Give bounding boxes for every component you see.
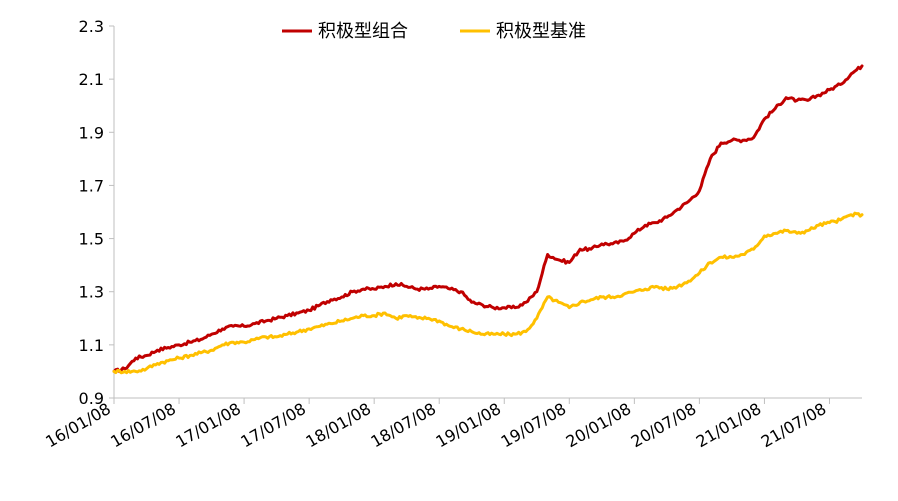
x-tick-label: 21/01/08 (693, 399, 765, 451)
legend-label-1: 积极型基准 (496, 21, 586, 42)
legend-label-0: 积极型组合 (318, 21, 408, 42)
x-tick-label: 17/07/08 (237, 399, 309, 451)
y-tick-label: 0.9 (79, 389, 104, 408)
x-tick-label: 18/01/08 (302, 399, 374, 451)
y-tick-label: 2.3 (79, 17, 104, 36)
x-tick-label: 20/01/08 (563, 399, 635, 451)
axes: 0.91.11.31.51.71.92.12.316/01/0816/07/08… (42, 17, 862, 451)
x-tick-label: 18/07/08 (367, 399, 439, 451)
x-tick-label: 19/01/08 (433, 399, 505, 451)
series-line-1 (112, 211, 864, 375)
y-tick-label: 1.7 (79, 176, 104, 195)
x-tick-label: 16/07/08 (107, 399, 179, 451)
y-tick-label: 2.1 (79, 70, 104, 89)
y-tick-label: 1.3 (79, 283, 104, 302)
y-tick-label: 1.9 (79, 123, 104, 142)
legend: 积极型组合 积极型基准 (282, 21, 586, 42)
y-tick-label: 1.5 (79, 230, 104, 249)
y-tick-label: 1.1 (79, 336, 104, 355)
x-tick-label: 20/07/08 (628, 399, 700, 451)
series-layer (112, 64, 864, 375)
x-tick-label: 19/07/08 (498, 399, 570, 451)
x-tick-label: 21/07/08 (758, 399, 830, 451)
series-line-0 (112, 64, 864, 373)
x-tick-label: 17/01/08 (172, 399, 244, 451)
